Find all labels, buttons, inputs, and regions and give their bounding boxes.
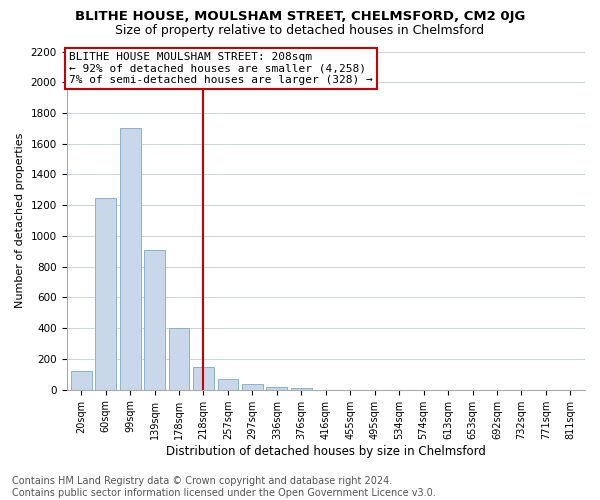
Text: BLITHE HOUSE MOULSHAM STREET: 208sqm
← 92% of detached houses are smaller (4,258: BLITHE HOUSE MOULSHAM STREET: 208sqm ← 9… <box>69 52 373 86</box>
Bar <box>144 250 165 390</box>
Bar <box>291 388 312 390</box>
Text: BLITHE HOUSE, MOULSHAM STREET, CHELMSFORD, CM2 0JG: BLITHE HOUSE, MOULSHAM STREET, CHELMSFOR… <box>75 10 525 23</box>
Bar <box>95 198 116 390</box>
Bar <box>193 366 214 390</box>
Bar <box>218 379 238 390</box>
Bar <box>71 372 92 390</box>
Bar <box>169 328 190 390</box>
Bar <box>120 128 140 390</box>
Y-axis label: Number of detached properties: Number of detached properties <box>15 133 25 308</box>
Bar <box>242 384 263 390</box>
X-axis label: Distribution of detached houses by size in Chelmsford: Distribution of detached houses by size … <box>166 444 486 458</box>
Text: Contains HM Land Registry data © Crown copyright and database right 2024.
Contai: Contains HM Land Registry data © Crown c… <box>12 476 436 498</box>
Text: Size of property relative to detached houses in Chelmsford: Size of property relative to detached ho… <box>115 24 485 37</box>
Bar <box>266 386 287 390</box>
